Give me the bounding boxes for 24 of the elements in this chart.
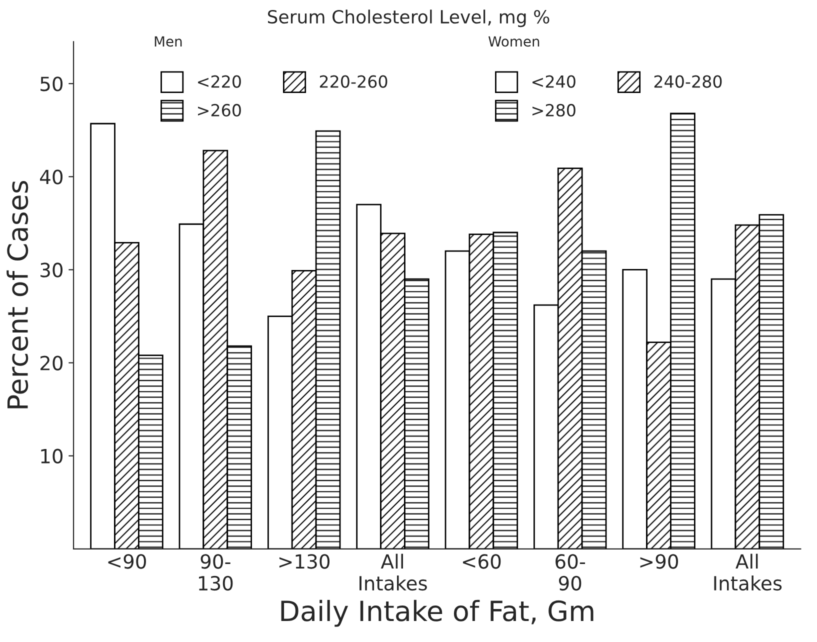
legend-label: <240	[532, 75, 576, 88]
x-tick-label: All Intakes	[360, 554, 427, 591]
x-tick-label: All Intakes	[714, 554, 782, 591]
annotation: Men	[154, 36, 182, 47]
x-tick-label: <60	[462, 554, 501, 569]
y-axis-title: Percent of Cases	[6, 180, 28, 408]
x-tick-label: >130	[279, 554, 330, 569]
legend-label: <220	[198, 75, 241, 88]
y-tick-label: 40	[40, 170, 63, 184]
x-tick-label: 90- 130	[198, 554, 233, 591]
x-axis-title: Daily Intake of Fat, Gm	[281, 600, 594, 627]
legend-label: >260	[198, 104, 241, 117]
annotation: Women	[488, 36, 540, 47]
y-tick-label: 10	[41, 448, 63, 464]
legend-label: 240-280	[654, 75, 722, 88]
x-tick-label: >90	[640, 554, 678, 569]
x-tick-label: 60- 90	[556, 554, 586, 591]
y-tick-label: 20	[40, 356, 63, 370]
y-tick-label: 50	[40, 76, 63, 92]
legend-title: Serum Cholesterol Level, mg %	[268, 10, 550, 28]
legend-label: >280	[532, 104, 576, 117]
x-tick-label: <90	[108, 554, 146, 569]
legend-label: 220-260	[320, 75, 388, 88]
y-tick-label: 30	[40, 262, 63, 278]
